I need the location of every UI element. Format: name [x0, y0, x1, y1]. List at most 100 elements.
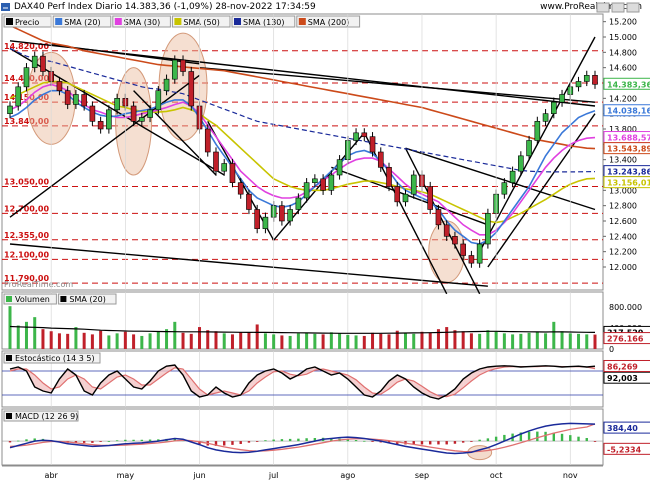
- candle-body[interactable]: [254, 209, 260, 229]
- candle-body[interactable]: [213, 151, 219, 172]
- volume-bar[interactable]: [552, 321, 556, 349]
- candle-body[interactable]: [583, 75, 590, 82]
- candle-body[interactable]: [468, 255, 475, 264]
- volume-bar[interactable]: [371, 332, 375, 349]
- candle-body[interactable]: [427, 186, 434, 210]
- candle-body[interactable]: [361, 132, 368, 137]
- candle-body[interactable]: [89, 105, 96, 122]
- volume-bar[interactable]: [486, 330, 490, 349]
- volume-bar[interactable]: [379, 333, 383, 349]
- volume-bar[interactable]: [148, 333, 152, 349]
- volume-bar[interactable]: [74, 327, 78, 349]
- volume-bar[interactable]: [395, 330, 399, 349]
- volume-bar[interactable]: [198, 327, 202, 349]
- candle-body[interactable]: [163, 78, 170, 91]
- volume-bar[interactable]: [346, 334, 350, 349]
- candle-body[interactable]: [394, 186, 401, 203]
- volume-bar[interactable]: [247, 332, 251, 349]
- volume-bar[interactable]: [338, 333, 342, 349]
- candle-body[interactable]: [460, 243, 466, 256]
- volume-bar[interactable]: [469, 333, 473, 349]
- volume-bar[interactable]: [140, 335, 144, 349]
- volume-bar[interactable]: [82, 332, 86, 349]
- volume-bar[interactable]: [132, 334, 136, 349]
- volume-bar[interactable]: [230, 334, 234, 349]
- volume-bar[interactable]: [296, 333, 300, 349]
- volume-bar[interactable]: [461, 331, 465, 349]
- volume-bar[interactable]: [511, 334, 515, 349]
- volume-bar[interactable]: [403, 333, 407, 349]
- candle-body[interactable]: [312, 178, 318, 183]
- volume-bar[interactable]: [8, 306, 12, 349]
- volume-bar[interactable]: [206, 330, 210, 349]
- candle-body[interactable]: [130, 105, 137, 122]
- volume-bar[interactable]: [519, 333, 523, 349]
- volume-bar[interactable]: [115, 333, 119, 349]
- candle-body[interactable]: [509, 170, 516, 183]
- candle-body[interactable]: [295, 197, 302, 210]
- volume-bar[interactable]: [502, 333, 506, 349]
- candle-body[interactable]: [518, 155, 524, 172]
- candle-body[interactable]: [97, 121, 104, 130]
- volume-bar[interactable]: [568, 333, 572, 349]
- volume-bar[interactable]: [354, 335, 358, 349]
- volume-bar[interactable]: [239, 332, 243, 349]
- candle-body[interactable]: [31, 55, 38, 68]
- candle-body[interactable]: [114, 98, 120, 111]
- volume-bar[interactable]: [66, 333, 70, 349]
- volume-bar[interactable]: [99, 330, 103, 349]
- candle-body[interactable]: [155, 90, 162, 111]
- candle-body[interactable]: [7, 105, 13, 114]
- volume-bar[interactable]: [156, 331, 160, 349]
- volume-bar[interactable]: [33, 317, 37, 349]
- volume-bar[interactable]: [453, 330, 457, 349]
- volume-bar[interactable]: [16, 325, 20, 350]
- volume-bar[interactable]: [428, 332, 432, 349]
- candle-body[interactable]: [15, 86, 22, 107]
- candle-body[interactable]: [279, 205, 285, 222]
- candle-body[interactable]: [410, 174, 417, 195]
- candle-body[interactable]: [592, 75, 598, 85]
- candle-body[interactable]: [386, 167, 392, 187]
- candle-body[interactable]: [64, 90, 71, 105]
- volume-bar[interactable]: [181, 332, 185, 349]
- candle-body[interactable]: [246, 193, 252, 210]
- window-maximize-icon[interactable]: [611, 2, 625, 13]
- volume-bar[interactable]: [321, 334, 325, 349]
- candle-body[interactable]: [328, 174, 335, 191]
- candle-body[interactable]: [303, 182, 310, 199]
- volume-bar[interactable]: [494, 331, 498, 349]
- volume-bar[interactable]: [165, 329, 169, 349]
- candle-body[interactable]: [287, 209, 293, 222]
- candle-body[interactable]: [402, 193, 409, 203]
- volume-bar[interactable]: [544, 333, 548, 349]
- volume-bar[interactable]: [49, 331, 53, 349]
- volume-bar[interactable]: [288, 335, 292, 349]
- candle-body[interactable]: [81, 94, 87, 107]
- candle-body[interactable]: [320, 178, 326, 191]
- candle-body[interactable]: [171, 59, 178, 80]
- candle-body[interactable]: [526, 140, 532, 157]
- volume-bar[interactable]: [90, 334, 94, 349]
- volume-bar[interactable]: [57, 333, 61, 349]
- candle-body[interactable]: [229, 163, 236, 183]
- candle-body[interactable]: [180, 59, 186, 72]
- candle-body[interactable]: [369, 136, 376, 153]
- candle-body[interactable]: [452, 236, 458, 245]
- volume-bar[interactable]: [107, 335, 111, 349]
- volume-bar[interactable]: [420, 331, 424, 349]
- volume-bar[interactable]: [280, 335, 284, 349]
- volume-bar[interactable]: [214, 331, 218, 349]
- volume-bar[interactable]: [313, 333, 317, 349]
- candle-body[interactable]: [435, 209, 442, 226]
- volume-bar[interactable]: [41, 329, 45, 349]
- window-close-icon[interactable]: [626, 2, 640, 13]
- volume-bar[interactable]: [222, 333, 226, 349]
- candle-body[interactable]: [336, 159, 343, 176]
- window-controls[interactable]: [596, 2, 640, 13]
- volume-bar[interactable]: [387, 334, 391, 349]
- candle-body[interactable]: [147, 109, 153, 118]
- candle-body[interactable]: [534, 121, 541, 141]
- volume-bar[interactable]: [535, 332, 539, 349]
- candle-body[interactable]: [139, 117, 145, 122]
